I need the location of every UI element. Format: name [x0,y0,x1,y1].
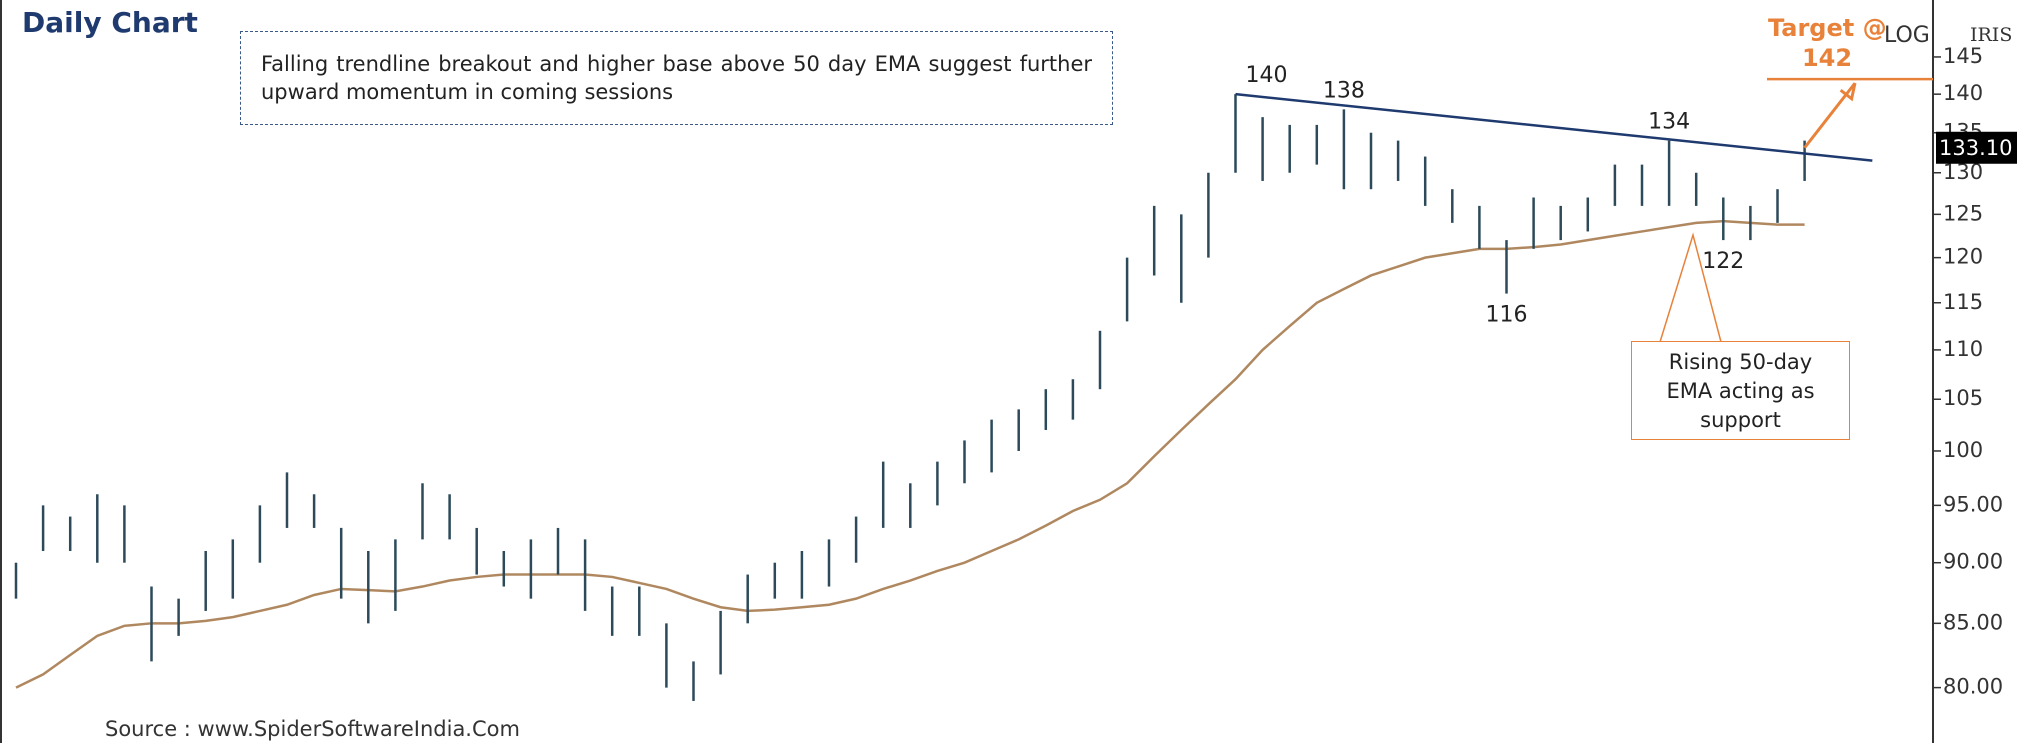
swing-label: 138 [1323,78,1365,103]
note-box: Falling trendline breakout and higher ba… [240,31,1113,125]
target-label: Target @ [1768,14,1887,42]
last-price-label: 133.10 [1939,136,2012,160]
swing-label: 134 [1648,110,1690,135]
y-tick-label: 125 [1943,201,1983,225]
y-tick-label: 105 [1943,386,1983,410]
y-tick-label: 80.00 [1943,675,2003,699]
y-tick-label: 110 [1943,337,1983,361]
symbol: IRIS [1970,24,2012,46]
target-arrow [1803,82,1857,149]
scale-label: LOG [1884,23,1930,48]
ema-line [15,219,1805,689]
y-tick-label: 120 [1943,245,1983,269]
y-tick-label: 85.00 [1943,610,2003,634]
swing-label: 140 [1246,63,1288,88]
callout-box: Rising 50-day EMA acting as support [1631,341,1850,440]
y-tick-label: 145 [1943,44,1983,68]
y-tick-label: 115 [1943,290,1983,314]
y-tick-label: 100 [1943,438,1983,462]
arrow-head [1839,82,1857,102]
swing-label: 122 [1702,249,1744,274]
y-tick-label: 90.00 [1943,550,2003,574]
last-price-box [1936,131,2017,164]
trendline [1235,92,1873,162]
target-value: 142 [1802,44,1852,72]
y-tick-label: 95.00 [1943,492,2003,516]
source: Source : www.SpiderSoftwareIndia.Com [105,717,520,741]
chart-title: Daily Chart [22,6,198,39]
swing-label: 116 [1486,303,1528,328]
callout-pointer [1659,232,1722,343]
y-tick-label: 140 [1943,81,1983,105]
